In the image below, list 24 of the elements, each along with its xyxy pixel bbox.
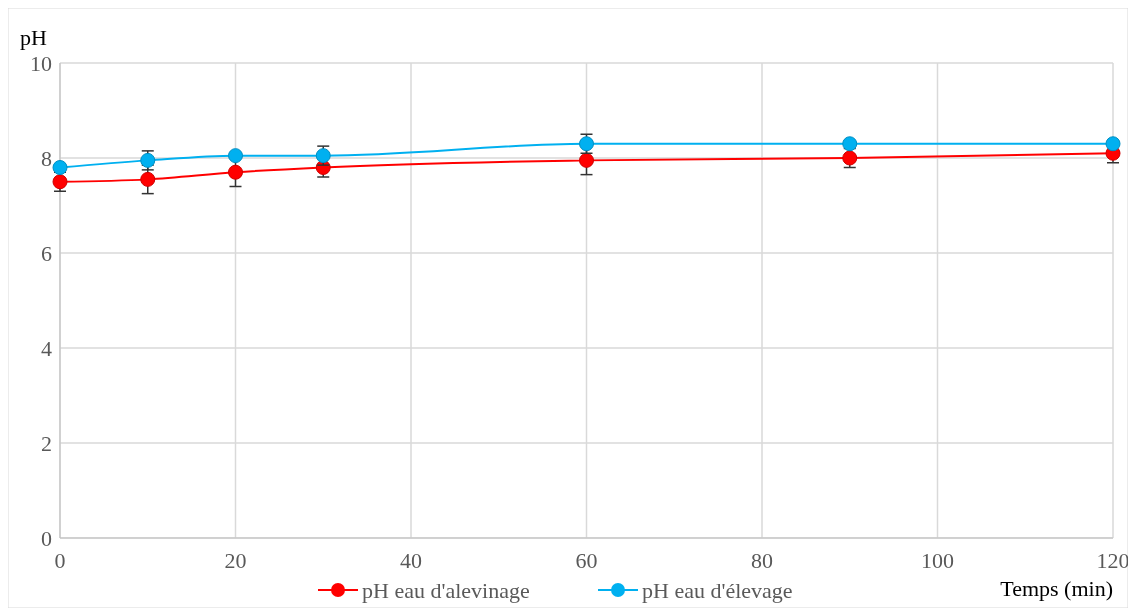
y-tick-label: 8: [41, 145, 52, 171]
point: [1105, 136, 1121, 152]
y-tick-label: 2: [41, 430, 52, 456]
y-tick-label: 6: [41, 240, 52, 266]
point: [842, 136, 858, 152]
x-tick-label: 60: [575, 548, 598, 573]
x-tick-label: 40: [400, 548, 422, 573]
point: [228, 164, 243, 180]
point: [52, 174, 68, 190]
y-tick-label: 4: [41, 335, 52, 361]
x-tick-label: 100: [921, 548, 954, 573]
x-tick-label: 20: [224, 548, 247, 573]
legend-label: pH eau d'élevage: [642, 577, 793, 603]
legend-label: pH eau d'alevinage: [362, 577, 530, 603]
x-tick-label: 120: [1096, 548, 1130, 573]
y-tick-label: 0: [41, 525, 52, 551]
y-tick-label: 10: [30, 50, 52, 76]
point: [140, 171, 156, 187]
point: [228, 148, 243, 164]
point: [52, 160, 68, 175]
point: [579, 152, 594, 168]
y-axis-title: pH: [20, 25, 47, 50]
x-tick-label: 80: [751, 548, 773, 573]
x-axis-title: Temps (min): [1000, 576, 1113, 601]
